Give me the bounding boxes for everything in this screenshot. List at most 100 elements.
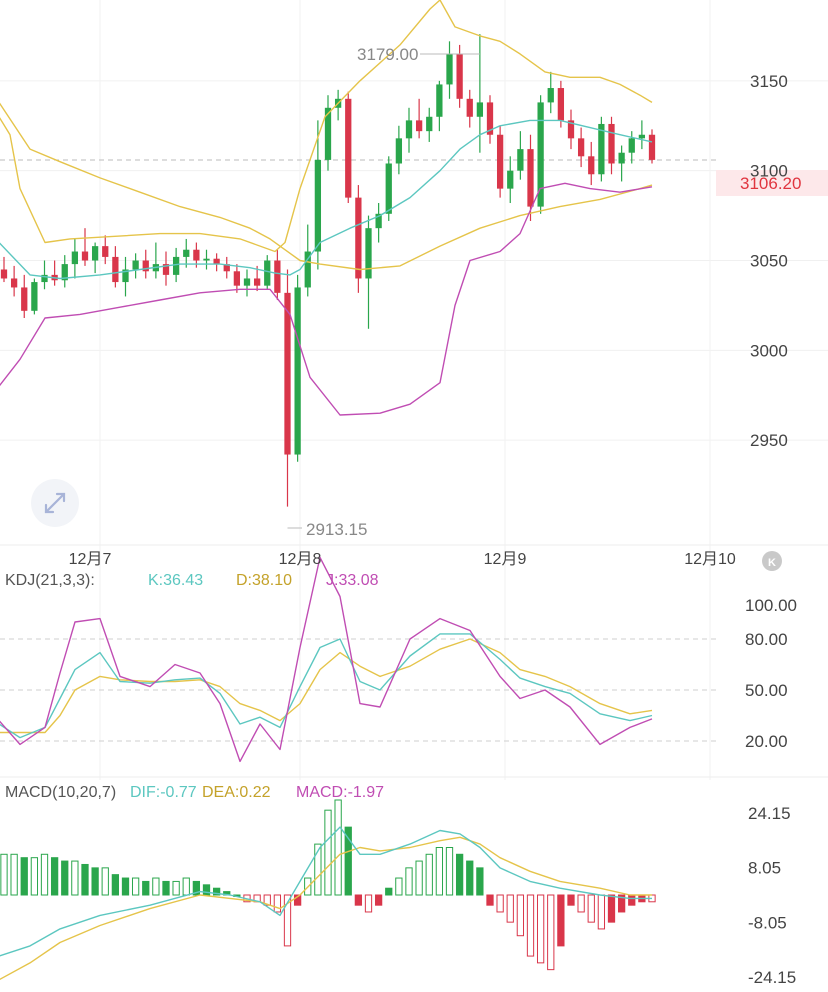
candle-body: [112, 256, 119, 283]
macd-y-tick-label: 8.05: [748, 859, 781, 878]
macd-histogram-bar: [354, 894, 363, 906]
macd-histogram-bar: [50, 857, 59, 896]
main-y-tick-label: 3100: [750, 162, 788, 181]
grid-layer: [0, 0, 828, 780]
candle-body: [264, 260, 271, 286]
candle-body: [172, 256, 180, 275]
macd-histogram-bar: [395, 877, 403, 896]
candle-body: [365, 228, 372, 279]
macd-dif-label: DIF:-0.77: [130, 784, 197, 801]
kdj-j-line: [0, 556, 653, 763]
macd-histogram-bar: [71, 860, 79, 896]
macd-histogram-bar: [486, 894, 494, 906]
macd-histogram-bar: [20, 857, 28, 896]
macd-histogram-bar: [273, 894, 282, 913]
expand-button[interactable]: [31, 479, 79, 527]
candle-body: [618, 152, 625, 164]
labels-layer: KDJ(21,3,3): K:36.43 D:38.10 J:33.08 MAC…: [5, 45, 828, 987]
macd-histogram-bar: [293, 894, 302, 906]
candle-body: [527, 149, 534, 207]
macd-histogram-bar: [111, 874, 120, 896]
macd-histogram-bar: [445, 847, 454, 896]
boll-outer-line: [0, 102, 653, 271]
kdj-y-tick-label: 20.00: [745, 732, 788, 751]
candle-body: [243, 278, 251, 286]
candle-body: [456, 53, 463, 99]
candle-body: [628, 138, 635, 153]
candle-body: [567, 120, 575, 139]
kdj-k-label: K:36.43: [148, 572, 203, 589]
macd-histogram-bar: [587, 894, 595, 923]
k-badge[interactable]: K: [762, 551, 782, 571]
candle-body: [294, 287, 301, 455]
main-y-tick-label: 2950: [750, 431, 788, 450]
macd-histogram-bar: [597, 894, 606, 930]
current-price-tag-bg: [716, 170, 828, 196]
macd-histogram-bar: [131, 877, 140, 896]
macd-histogram-bar: [344, 826, 352, 896]
macd-histogram-bar: [628, 894, 636, 906]
candles-layer: [0, 34, 656, 971]
candle-body: [132, 260, 139, 270]
candle-body: [0, 269, 8, 279]
x-axis-date-label: 12月10: [684, 551, 736, 568]
macd-histogram-bar: [101, 867, 109, 896]
expand-arrows-icon: [44, 492, 66, 514]
candle-body: [517, 149, 524, 171]
macd-histogram-bar: [405, 867, 413, 896]
candle-body: [537, 102, 544, 207]
macd-histogram-bar: [466, 860, 474, 896]
candle-body: [466, 98, 473, 117]
candle-body: [426, 116, 433, 132]
k-badge-letter: K: [768, 557, 776, 569]
macd-histogram-bar: [192, 880, 201, 896]
candle-body: [233, 271, 241, 286]
main-y-tick-label: 3000: [750, 341, 788, 360]
candle-body: [375, 213, 382, 229]
macd-dea-label: DEA:0.22: [202, 784, 271, 801]
indicator-lines-layer: [0, 0, 653, 981]
candle-body: [223, 264, 230, 272]
macd-histogram-bar: [182, 877, 190, 896]
candle-body: [395, 138, 403, 164]
candle-body: [385, 163, 392, 214]
x-axis-date-label: 12月9: [484, 551, 527, 568]
macd-histogram-bar: [121, 877, 130, 896]
boll-upper-line: [0, 0, 653, 253]
macd-histogram-bar: [435, 847, 444, 896]
macd-histogram-bar: [526, 894, 535, 957]
candle-body: [91, 246, 99, 261]
k-badge-icon: [762, 551, 782, 571]
candle-body: [81, 251, 89, 261]
kdj-y-tick-label: 100.00: [745, 596, 797, 615]
kdj-d-label: D:38.10: [236, 572, 292, 589]
kdj-d-line: [0, 638, 653, 734]
candle-body: [102, 246, 109, 257]
macd-histogram-bar: [536, 894, 545, 964]
candle-body: [41, 274, 48, 283]
macd-histogram-bar: [81, 863, 89, 896]
macd-histogram-bar: [374, 894, 383, 906]
candle-body: [324, 107, 332, 160]
macd-histogram-bar: [142, 880, 150, 896]
candle-body: [31, 282, 38, 311]
kdj-y-tick-label: 80.00: [745, 630, 788, 649]
macd-histogram-bar: [334, 799, 342, 896]
candle-body: [648, 134, 656, 160]
macd-histogram-bar: [607, 894, 616, 923]
candle-body: [588, 156, 595, 175]
macd-histogram-bar: [10, 853, 18, 896]
macd-histogram-bar: [577, 894, 585, 913]
macd-histogram-bar: [40, 853, 49, 896]
macd-histogram-bar: [567, 894, 575, 906]
macd-histogram-bar: [172, 880, 180, 896]
candle-body: [557, 88, 565, 121]
candle-body: [61, 264, 68, 281]
candle-body: [415, 120, 423, 132]
candle-body: [142, 260, 149, 272]
candle-body: [486, 102, 494, 135]
candle-body: [405, 120, 413, 139]
macd-histogram-bar: [283, 894, 292, 947]
macd-histogram-bar: [506, 894, 514, 923]
candle-body: [608, 123, 615, 164]
